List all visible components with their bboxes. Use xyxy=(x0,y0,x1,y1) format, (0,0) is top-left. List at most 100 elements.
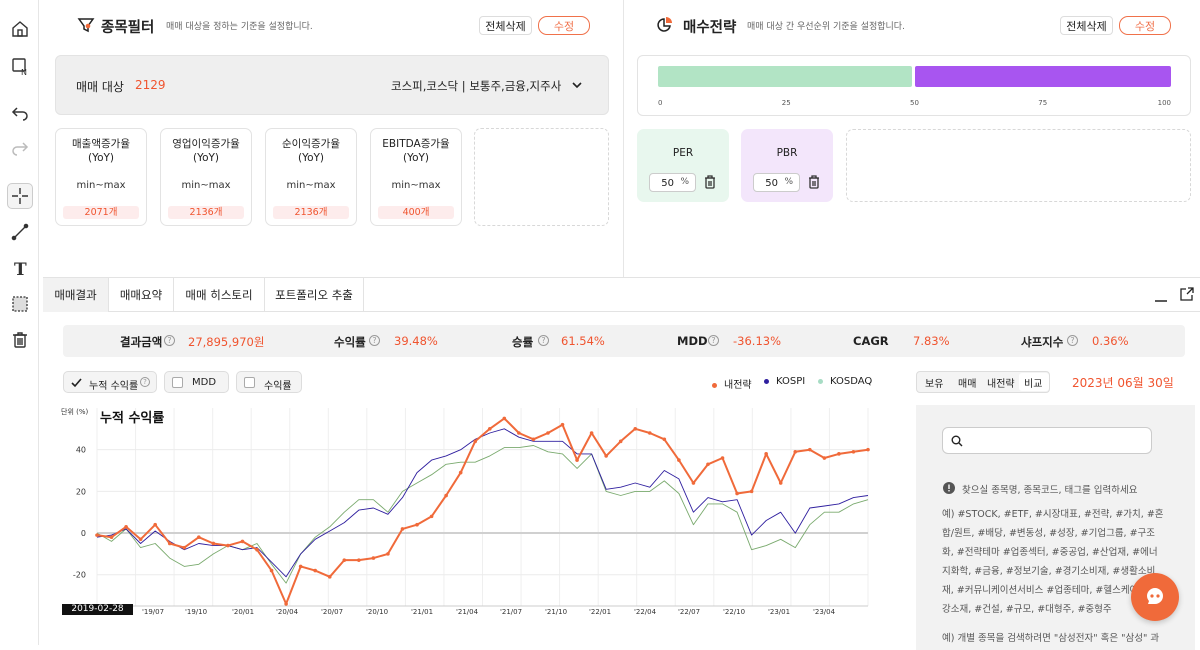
data-point xyxy=(808,447,812,452)
data-point xyxy=(109,535,114,540)
filter-card[interactable]: 매출액증가율 (YoY) min~max 2071개 xyxy=(55,128,147,226)
view-segment-control: 보유 매매 내전략 비교 xyxy=(916,371,1050,393)
data-point xyxy=(749,489,754,494)
text-tool-icon[interactable]: T xyxy=(7,255,33,281)
data-point xyxy=(764,452,768,456)
strategy-edit-button[interactable]: 수정 xyxy=(1119,16,1171,35)
legend-my-strategy: 내전략 xyxy=(712,376,752,391)
data-point xyxy=(167,541,172,546)
data-point xyxy=(502,416,507,421)
filter-delete-all-button[interactable]: 전체삭제 xyxy=(479,16,532,35)
metric-value: 0.36% xyxy=(1092,334,1129,348)
check-mdd[interactable]: MDD xyxy=(164,371,229,393)
strategy-card[interactable]: PBR 50% xyxy=(741,129,833,202)
metric-label: 승률 xyxy=(512,335,534,349)
weight-bar-ticks: 0 25 50 75 100 xyxy=(658,99,1171,109)
metric-value: 39.48% xyxy=(394,334,438,348)
data-point xyxy=(327,575,332,579)
trash-icon[interactable] xyxy=(7,327,33,353)
data-point xyxy=(778,481,783,485)
add-strategy-slot[interactable] xyxy=(846,129,1191,202)
data-point xyxy=(444,493,448,498)
strategy-delete-all-button[interactable]: 전체삭제 xyxy=(1060,16,1113,35)
data-point xyxy=(531,437,536,442)
segment-trade[interactable]: 매매 xyxy=(958,379,977,390)
home-icon[interactable] xyxy=(7,16,33,42)
x-tick-label: '21/10 xyxy=(545,608,567,616)
strategy-card[interactable]: PER 50% xyxy=(637,129,729,202)
data-point xyxy=(298,564,303,569)
filter-card[interactable]: 영업이익증가율 (YoY) min~max 2136개 xyxy=(160,128,252,226)
filter-card[interactable]: EBITDA증가율 (YoY) min~max 400개 xyxy=(370,128,462,226)
undo-icon[interactable] xyxy=(7,100,33,126)
data-point xyxy=(255,547,259,552)
x-tick-label: '20/04 xyxy=(276,608,299,616)
help-icon[interactable]: ? xyxy=(369,335,380,346)
search-input[interactable] xyxy=(942,427,1152,454)
data-point xyxy=(211,541,216,546)
segment-my-strategy[interactable]: 내전략 xyxy=(987,379,1015,390)
legend-kosdaq: KOSDAQ xyxy=(818,376,872,387)
help-icon[interactable]: ? xyxy=(538,335,549,346)
redo-icon[interactable] xyxy=(7,135,33,161)
weight-tick: 0 xyxy=(658,99,663,107)
segment-holding[interactable]: 보유 xyxy=(925,379,944,390)
svg-text:N: N xyxy=(21,68,27,76)
search-hint: 찾으실 종목명, 종목코드, 태그를 입력하세요 xyxy=(962,485,1138,496)
filter-card[interactable]: 순이익증가율 (YoY) min~max 2136개 xyxy=(265,128,357,226)
metric-label: 결과금액 xyxy=(120,335,163,349)
tab-trade-summary[interactable]: 매매요약 xyxy=(109,278,174,312)
data-point xyxy=(633,427,638,431)
expand-icon[interactable] xyxy=(1180,287,1194,301)
trash-icon[interactable] xyxy=(808,175,820,189)
check-return[interactable]: 수익률 xyxy=(236,371,302,393)
date-label: 2023년 06월 30일 xyxy=(1072,376,1174,390)
help-icon[interactable]: ? xyxy=(708,335,719,346)
legend-dot xyxy=(818,378,823,384)
legend-label: KOSPI xyxy=(776,376,806,387)
x-tick-label: '20/10 xyxy=(366,608,388,616)
x-tick-label: '21/04 xyxy=(456,608,479,616)
strategy-panel: 매수전략 매매 대상 간 우선순위 기준을 설정합니다. 전체삭제 수정 xyxy=(624,0,1200,277)
filter-edit-button[interactable]: 수정 xyxy=(538,16,590,35)
y-tick-label: 40 xyxy=(76,446,86,455)
segment-active-bg xyxy=(1019,373,1049,391)
line-tool-icon[interactable] xyxy=(7,219,33,245)
chat-button[interactable] xyxy=(1131,573,1179,621)
select-area-icon[interactable] xyxy=(7,291,33,317)
help-icon[interactable]: ? xyxy=(164,335,175,346)
filter-title: 종목필터 xyxy=(101,20,155,36)
data-point xyxy=(458,470,463,475)
filter-card-name: 영업이익증가율 (YoY) xyxy=(172,138,240,164)
tab-trade-result[interactable]: 매매결과 xyxy=(43,278,109,312)
stock-filter-panel: 종목필터 매매 대상을 정하는 기준을 설정합니다. 전체삭제 수정 xyxy=(40,0,623,277)
segment-compare[interactable]: 비교 xyxy=(1024,379,1043,390)
add-filter-slot[interactable] xyxy=(474,128,609,226)
filter-card-count: 2071개 xyxy=(63,206,139,219)
x-tick-label: '21/07 xyxy=(500,608,522,616)
data-point xyxy=(386,552,390,556)
cumulative-return-chart: 40 20 0 -20 단위 (%) 누적 수익률 '19/07 '19/10 '20/01 '2… xyxy=(61,407,870,616)
data-point xyxy=(793,449,798,454)
filter-card-range: min~max xyxy=(76,180,126,191)
data-point xyxy=(342,558,347,562)
filter-card-name: 매출액증가율 (YoY) xyxy=(72,138,130,164)
crosshair-icon[interactable] xyxy=(7,183,33,209)
data-point xyxy=(357,558,361,562)
new-document-icon[interactable]: N xyxy=(7,53,33,79)
x-tick-label: '21/01 xyxy=(411,608,433,616)
check-cumulative-return[interactable]: 누적 수익률 ? xyxy=(63,371,157,393)
weight-segment xyxy=(658,66,912,87)
trash-icon[interactable] xyxy=(704,175,716,189)
tab-trade-history[interactable]: 매매 히스토리 xyxy=(174,278,265,312)
x-tick-label: '22/10 xyxy=(723,608,745,616)
check-label: 누적 수익률 xyxy=(89,381,139,392)
checkbox-icon xyxy=(244,377,255,388)
help-icon[interactable]: ? xyxy=(1067,335,1078,346)
tab-portfolio-export[interactable]: 포트폴리오 추출 xyxy=(265,278,364,312)
minimize-icon[interactable] xyxy=(1154,291,1168,303)
weight-input[interactable]: 50% xyxy=(753,173,800,192)
y-tick-label: 0 xyxy=(81,529,86,538)
trade-target-dropdown[interactable]: 매매 대상 2129 코스피,코스닥 | 보통주,금융,지주사 xyxy=(55,55,609,115)
weight-input[interactable]: 50% xyxy=(649,173,696,192)
